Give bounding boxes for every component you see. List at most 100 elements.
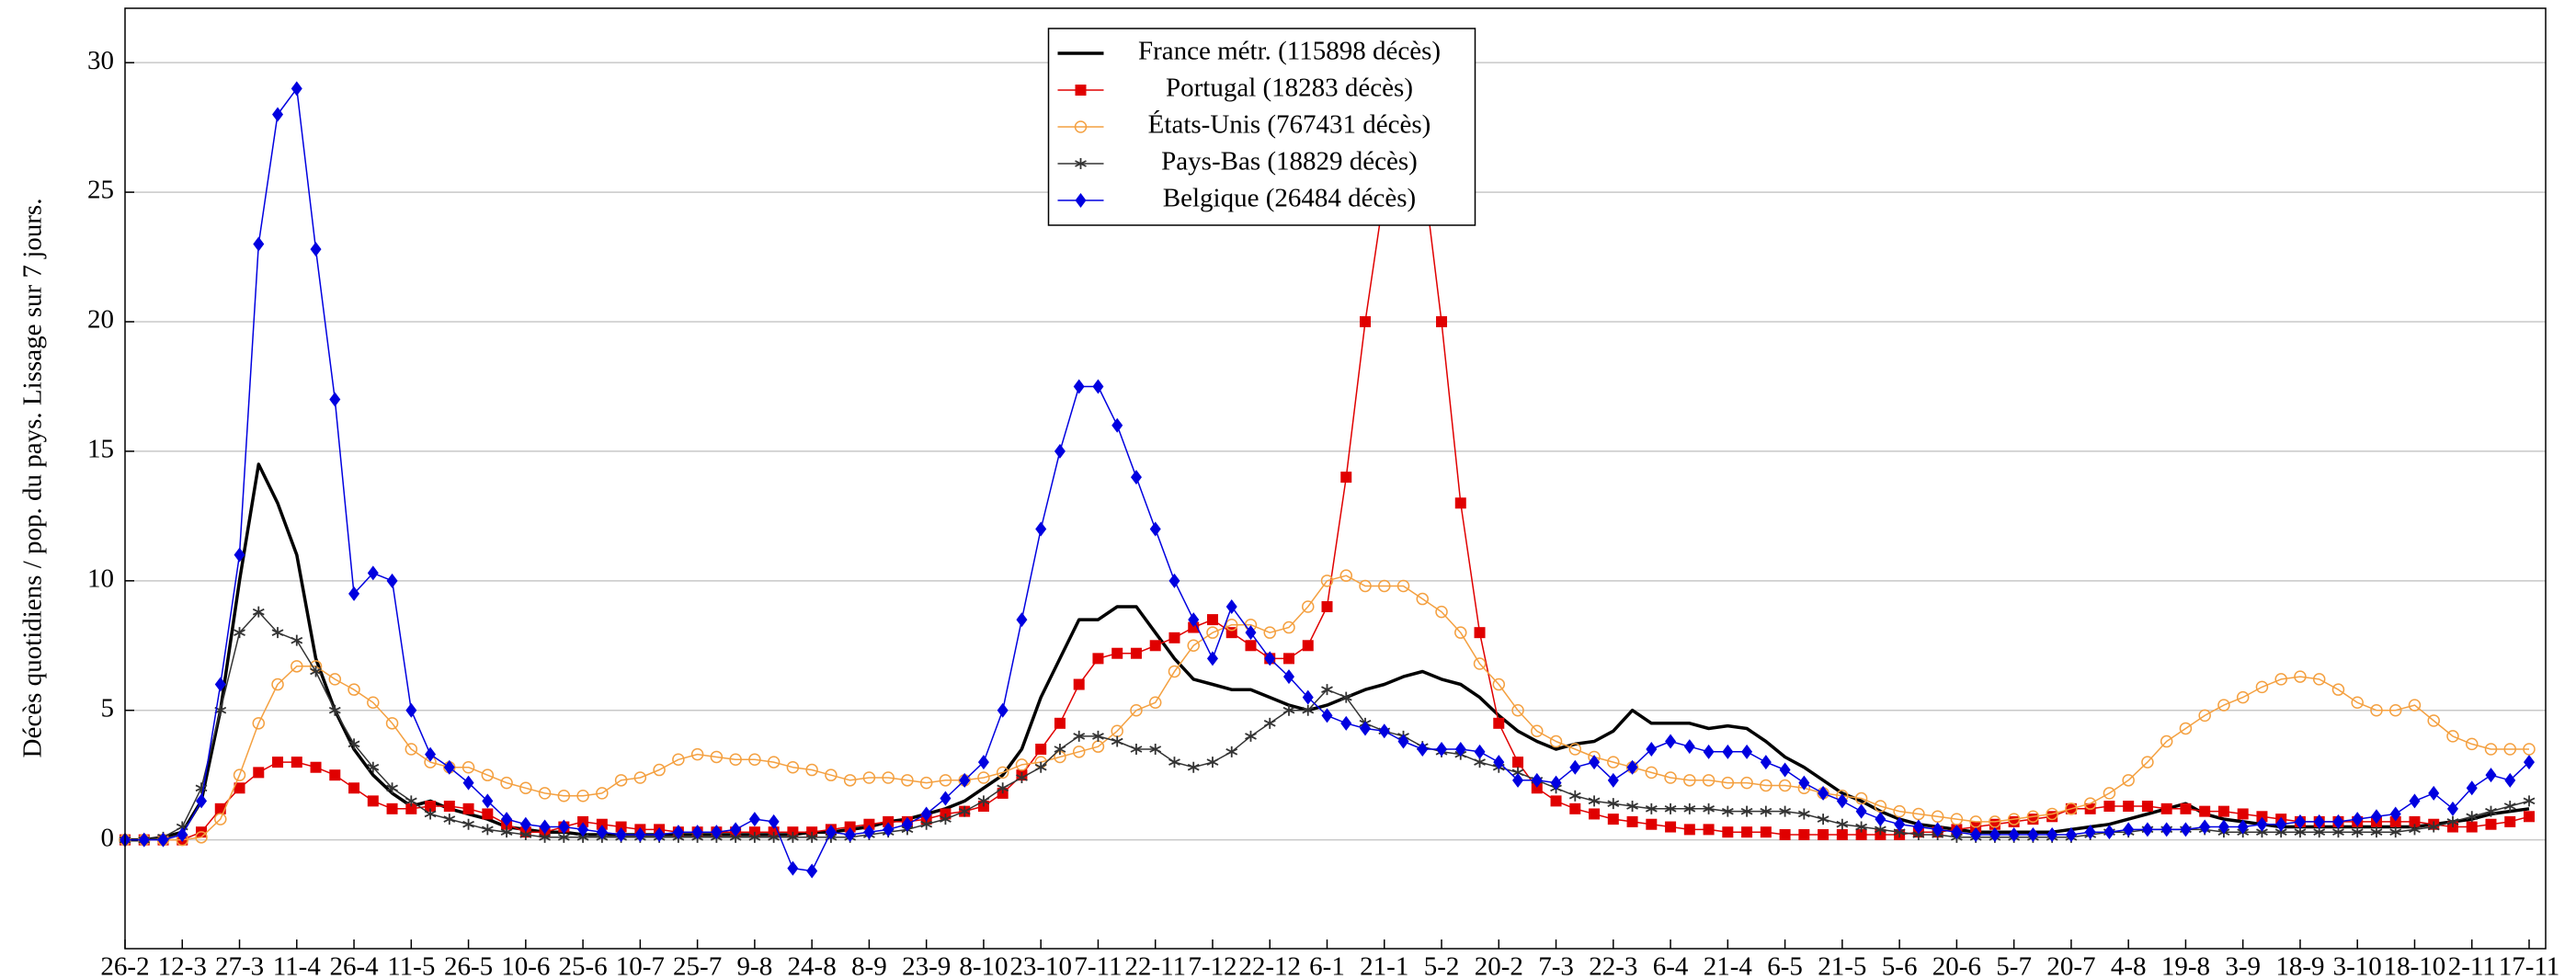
marker <box>1950 813 1964 825</box>
marker <box>234 547 245 563</box>
marker <box>919 776 933 790</box>
marker <box>1225 599 1237 614</box>
marker <box>462 775 474 791</box>
marker <box>1111 417 1123 433</box>
series-line <box>125 462 2530 842</box>
marker <box>748 831 761 843</box>
marker <box>425 746 437 762</box>
marker <box>1454 626 1467 639</box>
marker <box>806 863 818 879</box>
x-tick-label: 26-2 <box>100 952 149 979</box>
marker <box>1054 443 1066 459</box>
marker <box>291 660 303 673</box>
marker <box>214 677 226 692</box>
marker <box>1092 379 1104 394</box>
marker <box>367 696 380 710</box>
marker <box>768 831 781 843</box>
x-tick-label: 21-1 <box>1360 952 1408 979</box>
legend: France métr. (115898 décès) Portugal (182… <box>1047 28 1476 226</box>
marker <box>2027 827 2039 842</box>
x-tick-label: 18-9 <box>2275 952 2324 979</box>
marker <box>405 803 417 814</box>
marker <box>2160 734 2173 748</box>
marker <box>2313 814 2325 829</box>
marker <box>1168 632 1180 643</box>
marker <box>1665 821 1677 833</box>
marker <box>1683 739 1695 755</box>
marker <box>2255 680 2269 694</box>
marker <box>844 827 856 842</box>
marker <box>1589 755 1601 770</box>
marker <box>1320 575 1334 587</box>
marker <box>2083 797 2097 810</box>
marker <box>329 392 341 407</box>
marker <box>1645 803 1658 814</box>
legend-box <box>1047 28 1476 226</box>
marker <box>1760 805 1772 817</box>
marker <box>2141 822 2153 837</box>
marker <box>386 782 398 794</box>
marker <box>1740 776 1753 790</box>
marker <box>271 677 284 691</box>
marker <box>157 832 169 848</box>
marker <box>1321 684 1333 696</box>
marker <box>2428 785 2440 801</box>
marker <box>2179 722 2193 735</box>
marker <box>1626 801 1638 812</box>
x-tick-label: 25-6 <box>559 952 608 979</box>
marker <box>2351 696 2364 710</box>
marker <box>2409 815 2421 827</box>
marker <box>195 782 208 794</box>
marker <box>443 801 455 812</box>
marker <box>500 776 513 790</box>
marker <box>863 825 875 840</box>
marker <box>1836 829 1848 840</box>
marker <box>1168 573 1180 588</box>
marker <box>1779 805 1792 817</box>
x-tick-label: 5-6 <box>1882 952 1918 979</box>
marker <box>1054 744 1066 755</box>
marker <box>1493 717 1505 729</box>
marker <box>690 747 704 761</box>
marker <box>482 808 494 820</box>
marker <box>1206 757 1219 768</box>
marker <box>883 815 895 827</box>
marker <box>252 606 265 618</box>
marker <box>977 771 990 784</box>
marker <box>2446 815 2459 827</box>
marker <box>1054 717 1066 729</box>
marker <box>385 717 399 730</box>
marker <box>1035 744 1047 755</box>
x-tick-label: 2-11 <box>2448 952 2496 979</box>
marker <box>2294 670 2307 683</box>
x-tick-label: 26-5 <box>444 952 493 979</box>
y-tick-label: 30 <box>87 46 114 75</box>
marker <box>462 803 474 814</box>
x-tick-label: 8-9 <box>851 952 887 979</box>
marker <box>2065 827 2077 842</box>
marker <box>1263 626 1276 639</box>
x-tick-label: 7-11 <box>1074 952 1122 979</box>
marker <box>1282 653 1294 665</box>
marker <box>1722 744 1734 759</box>
x-tick-label: 20-7 <box>2046 952 2095 979</box>
marker <box>253 236 265 252</box>
marker <box>1932 822 1943 837</box>
marker <box>2370 826 2383 838</box>
marker <box>1474 627 1486 639</box>
marker <box>2008 815 2020 827</box>
marker <box>1416 592 1430 606</box>
marker <box>2103 825 2115 840</box>
marker <box>2389 806 2401 822</box>
marker <box>577 815 589 827</box>
marker <box>901 816 913 832</box>
marker <box>291 757 302 768</box>
marker <box>1301 600 1315 613</box>
marker <box>1149 640 1161 652</box>
marker <box>748 812 760 827</box>
marker <box>2160 803 2172 814</box>
marker <box>596 787 609 800</box>
marker <box>2123 801 2135 812</box>
marker <box>1626 815 1638 827</box>
marker <box>1073 730 1086 742</box>
